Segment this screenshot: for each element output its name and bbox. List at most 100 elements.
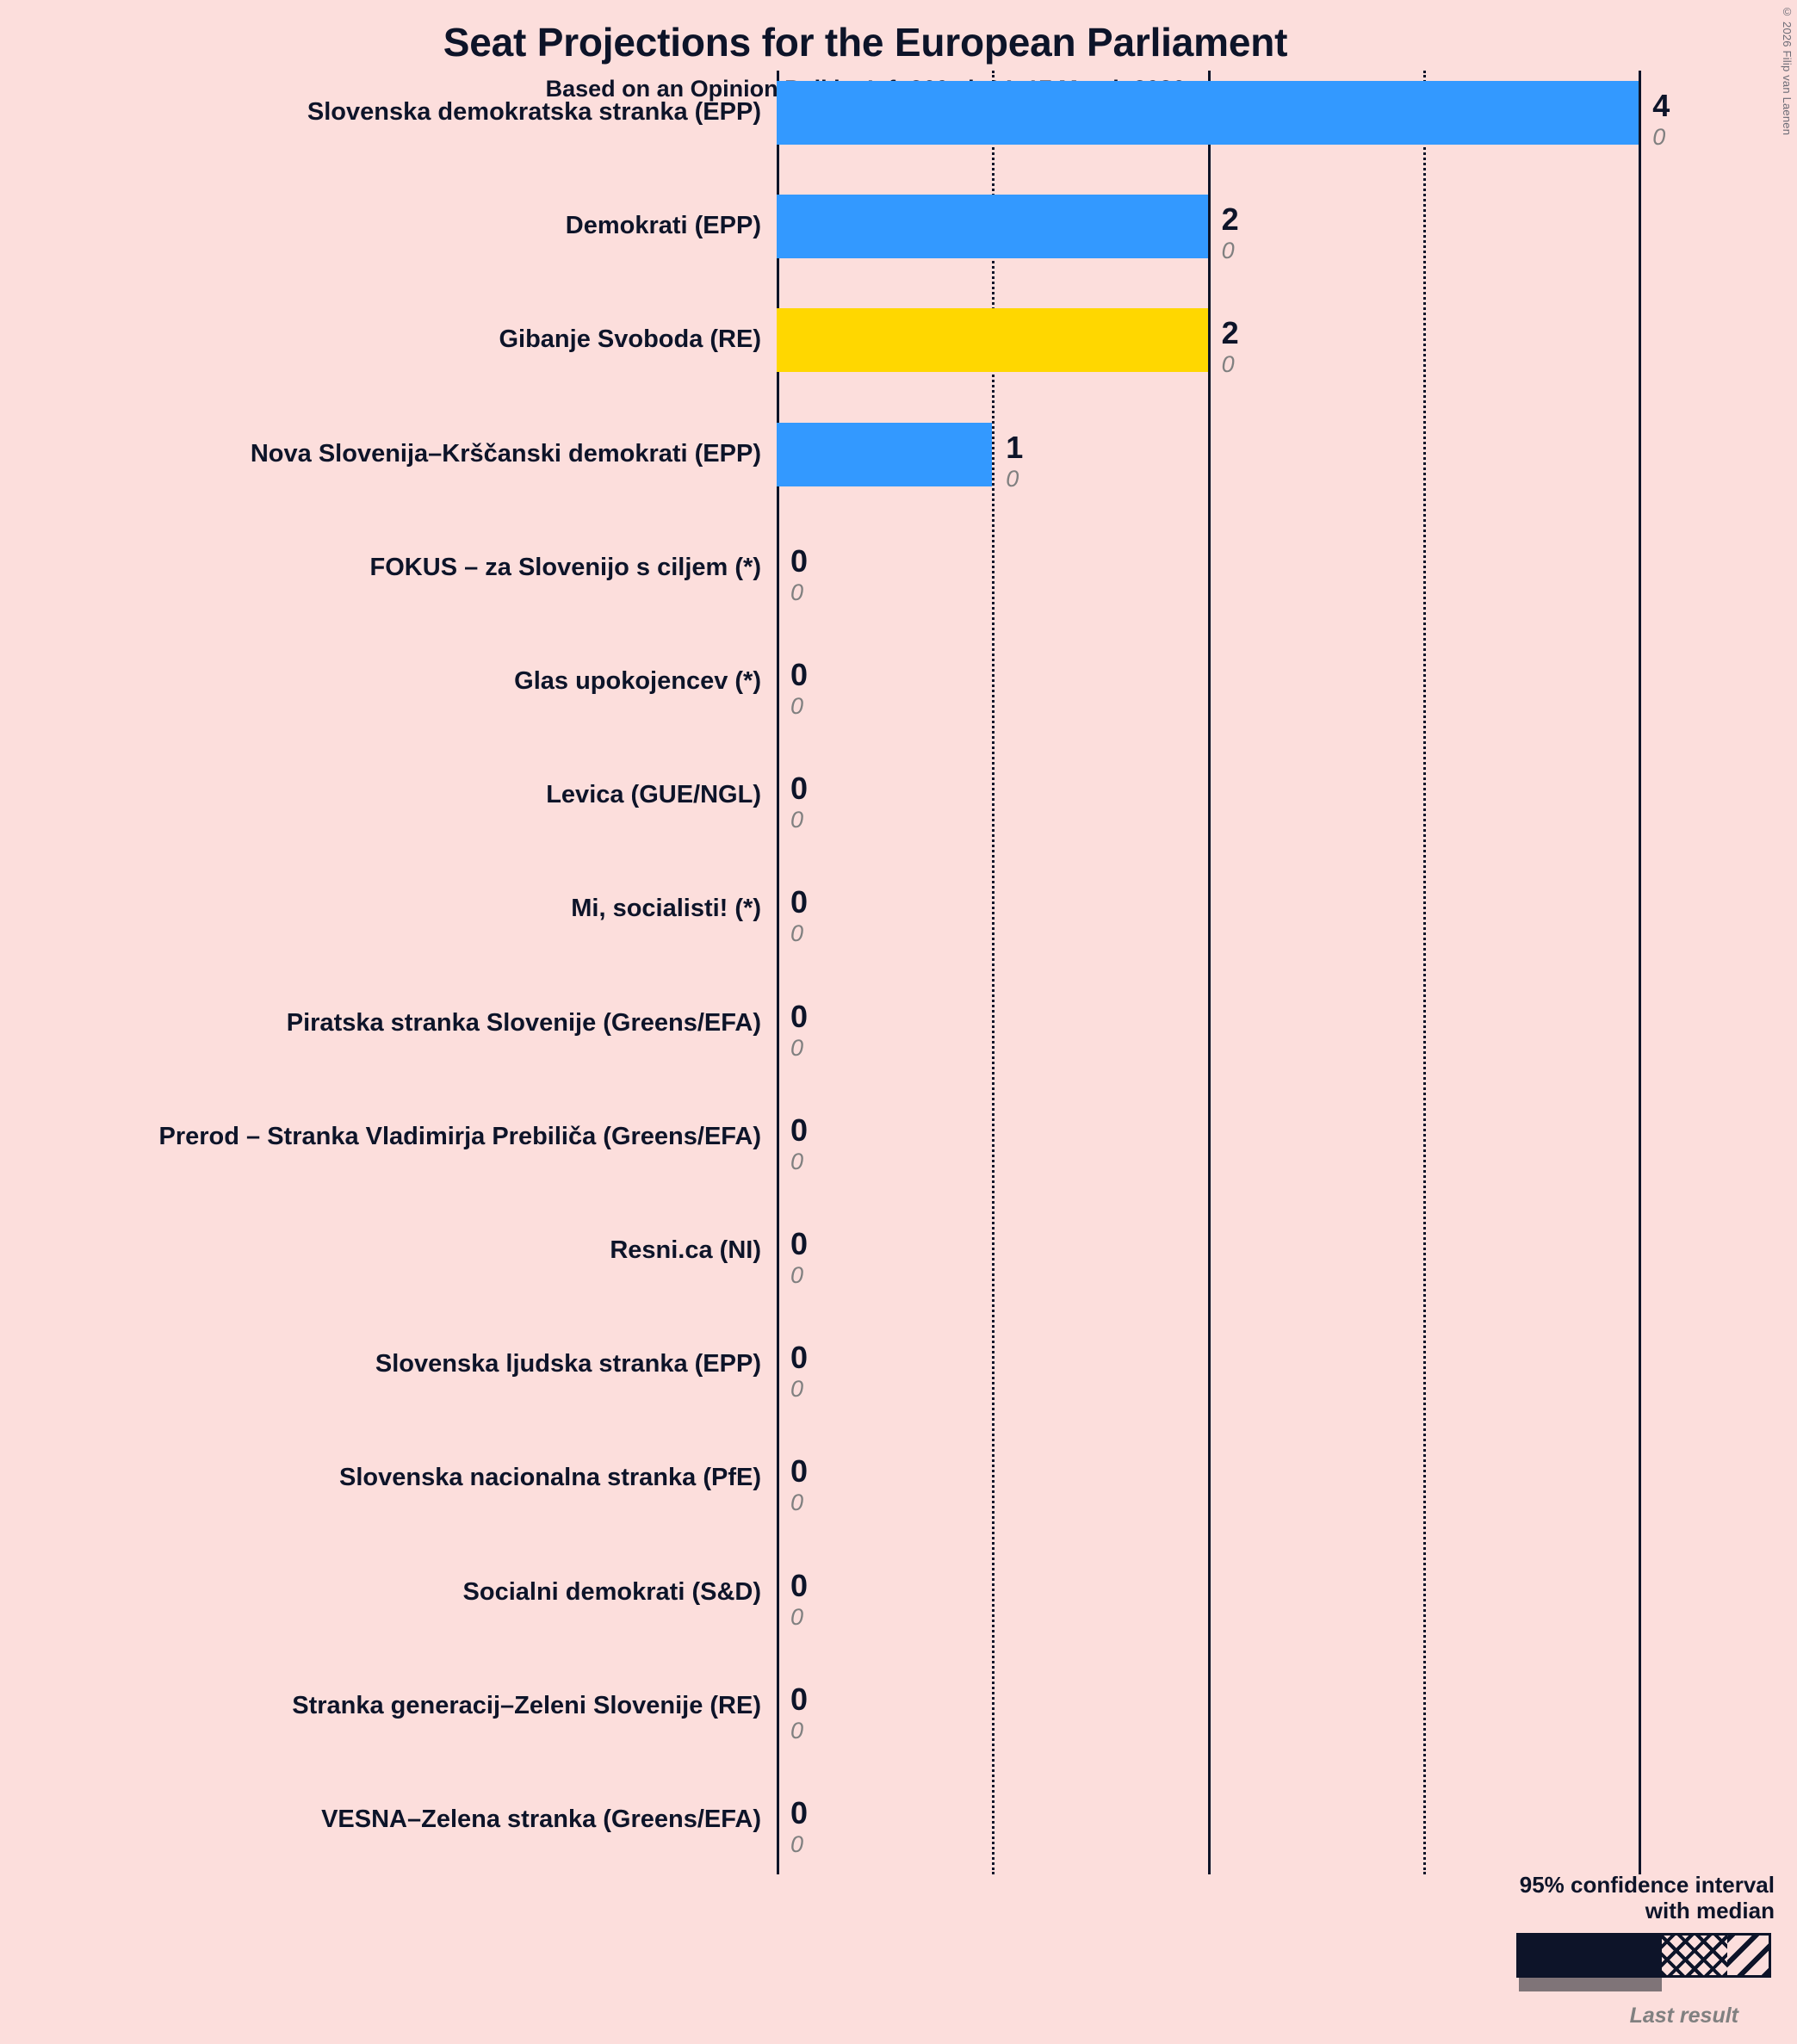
legend-median-block — [1519, 1936, 1662, 1975]
median-value: 0 — [790, 1681, 809, 1717]
median-value: 2 — [1221, 315, 1239, 351]
party-label: Slovenska nacionalna stranka (PfE) — [339, 1464, 761, 1492]
legend-caption: 95% confidence interval with median — [1430, 1872, 1775, 1924]
party-label: Piratska stranka Slovenije (Greens/EFA) — [286, 1008, 761, 1037]
party-label: Demokrati (EPP) — [565, 212, 761, 240]
chart-row: Demokrati (EPP) 2 0 — [0, 195, 1797, 263]
median-value: 0 — [790, 1567, 809, 1603]
seat-bar — [777, 81, 1639, 145]
last-result-value: 0 — [790, 807, 804, 833]
chart-row: Stranka generacij–Zeleni Slovenije (RE) 0… — [0, 1675, 1797, 1742]
chart-row: Nova Slovenija–Krščanski demokrati (EPP)… — [0, 422, 1797, 490]
last-result-value: 0 — [790, 1490, 804, 1516]
last-result-value: 0 — [790, 1034, 804, 1061]
legend-crosshatch-block — [1662, 1936, 1727, 1975]
median-value: 1 — [1006, 429, 1024, 465]
seat-bar — [777, 422, 993, 486]
last-result-value: 0 — [790, 1717, 804, 1744]
median-value: 0 — [790, 1340, 809, 1376]
legend-last-result-label: Last result — [1629, 2004, 1738, 2028]
last-result-value: 0 — [790, 1603, 804, 1630]
chart-row: Levica (GUE/NGL) 0 0 — [0, 764, 1797, 832]
gridline-2 — [1207, 71, 1211, 1874]
party-label: Nova Slovenija–Krščanski demokrati (EPP) — [250, 439, 761, 468]
seat-bar — [777, 308, 1208, 373]
median-value: 0 — [790, 771, 809, 807]
chart-row: Resni.ca (NI) 0 0 — [0, 1219, 1797, 1287]
legend-confidence-interval-box — [1516, 1933, 1771, 1978]
last-result-value: 0 — [1006, 465, 1019, 492]
median-value: 2 — [1221, 201, 1239, 238]
median-value: 0 — [790, 542, 809, 579]
last-result-value: 0 — [790, 1148, 804, 1174]
legend-last-result-bar — [1519, 1978, 1662, 1991]
median-value: 0 — [790, 1226, 809, 1261]
seat-bar — [777, 195, 1208, 259]
gridline-3 — [1422, 71, 1426, 1874]
median-value: 0 — [790, 1795, 809, 1830]
gridline-4 — [1639, 71, 1642, 1874]
last-result-value: 0 — [790, 1262, 804, 1288]
party-label: VESNA–Zelena stranka (Greens/EFA) — [321, 1806, 761, 1833]
party-label: Gibanje Svoboda (RE) — [499, 325, 761, 354]
copyright-notice: © 2026 Filip van Laenen — [1781, 5, 1794, 136]
median-value: 0 — [790, 884, 809, 920]
median-value: 0 — [790, 998, 809, 1034]
chart-row: Slovenska ljudska stranka (EPP) 0 0 — [0, 1333, 1797, 1401]
last-result-value: 0 — [790, 693, 804, 719]
chart-row: Socialni demokrati (S&D) 0 0 — [0, 1561, 1797, 1628]
chart-row: Mi, socialisti! (*) 0 0 — [0, 877, 1797, 945]
chart-row: Slovenska demokratska stranka (EPP) 4 0 — [0, 81, 1797, 149]
party-label: FOKUS – za Slovenijo s ciljem (*) — [369, 553, 761, 581]
party-label: Slovenska ljudska stranka (EPP) — [375, 1350, 761, 1378]
party-label: Mi, socialisti! (*) — [571, 895, 761, 923]
chart-row: Slovenska nacionalna stranka (PfE) 0 0 — [0, 1446, 1797, 1514]
party-label: Stranka generacij–Zeleni Slovenije (RE) — [292, 1691, 761, 1719]
median-value: 0 — [790, 1453, 809, 1490]
chart-row: VESNA–Zelena stranka (Greens/EFA) 0 0 — [0, 1788, 1797, 1856]
last-result-value: 0 — [790, 1831, 804, 1857]
party-label: Glas upokojencev (*) — [514, 667, 761, 695]
gridline-0 — [777, 71, 779, 1874]
chart-row: Prerod – Stranka Vladimirja Prebiliča (G… — [0, 1106, 1797, 1173]
chart-row: Gibanje Svoboda (RE) 2 0 — [0, 308, 1797, 376]
party-label: Socialni demokrati (S&D) — [462, 1577, 761, 1606]
last-result-value: 0 — [1221, 351, 1235, 378]
legend-diagonal-hatch-block — [1727, 1936, 1769, 1975]
gridline-1 — [992, 71, 995, 1874]
party-label: Resni.ca (NI) — [610, 1236, 761, 1264]
last-result-value: 0 — [1221, 238, 1235, 264]
chart-legend: 95% confidence interval with median Last… — [1430, 1872, 1775, 2029]
chart-row: FOKUS – za Slovenijo s ciljem (*) 0 0 — [0, 536, 1797, 604]
median-value: 0 — [790, 657, 809, 692]
party-label: Levica (GUE/NGL) — [546, 781, 761, 809]
chart-title: Seat Projections for the European Parlia… — [443, 20, 1288, 65]
legend-swatch — [1516, 1933, 1775, 2000]
legend-caption-line1: 95% confidence interval — [1519, 1871, 1775, 1898]
party-label: Prerod – Stranka Vladimirja Prebiliča (G… — [158, 1122, 762, 1150]
chart-row: Piratska stranka Slovenije (Greens/EFA) 0… — [0, 992, 1797, 1059]
last-result-value: 0 — [790, 579, 804, 605]
legend-caption-line2: with median — [1645, 1898, 1775, 1924]
median-value: 4 — [1652, 88, 1670, 123]
last-result-value: 0 — [790, 920, 804, 947]
last-result-value: 0 — [1652, 124, 1666, 150]
last-result-value: 0 — [790, 1376, 804, 1403]
